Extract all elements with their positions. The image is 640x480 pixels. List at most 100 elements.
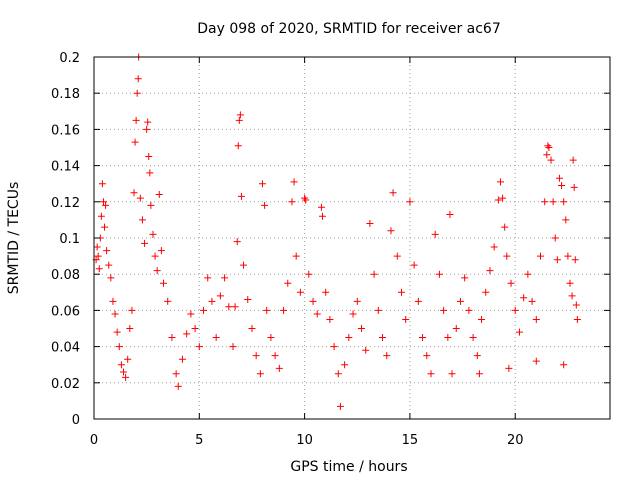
data-point [174,382,182,390]
data-point [362,346,370,354]
data-point [515,328,523,336]
data-point [410,261,418,269]
data-point [191,325,199,332]
data-point [200,306,208,314]
data-point [573,315,581,323]
data-point [267,334,275,342]
x-tick-label: 20 [507,433,524,448]
data-point [280,306,288,314]
data-point [494,196,502,204]
data-point [103,247,111,255]
data-point [486,267,494,275]
data-point [151,252,159,260]
data-point [536,252,544,260]
data-point [555,174,563,182]
data-point [402,315,410,323]
data-point [305,270,313,278]
data-point [551,234,559,242]
data-point [414,297,422,305]
data-point [157,247,165,255]
data-point [134,75,142,83]
data-point [102,201,110,209]
data-point [160,279,168,287]
data-point [144,118,152,126]
x-tick-label: 10 [296,433,313,448]
data-point [393,252,401,260]
data-point [366,220,374,228]
data-point [562,216,570,224]
data-point [168,334,176,342]
data-point [431,230,439,238]
data-point [353,297,361,305]
data-point [507,279,515,287]
data-point [237,192,245,200]
y-tick-label: 0.1 [59,232,80,247]
data-point [195,343,203,351]
data-point [341,361,349,369]
data-point [496,178,504,186]
data-point [236,111,244,119]
data-point [119,368,127,376]
data-point [549,198,557,206]
data-point [568,292,576,300]
data-point [473,352,481,360]
data-point [115,343,123,351]
data-point [153,267,161,275]
data-point [284,279,292,287]
data-point [569,156,577,164]
data-point [244,296,252,304]
data-point [107,274,115,282]
data-point [98,180,106,188]
data-point [235,116,243,124]
data-point [406,198,414,206]
data-point [475,370,483,378]
data-point [187,310,195,318]
y-tick-label: 0 [72,413,80,428]
data-point [490,243,498,251]
data-point [97,212,105,220]
plot-frame [93,56,611,420]
data-point [130,189,138,197]
y-tick-label: 0.2 [59,51,80,66]
data-point [216,292,224,300]
data-point [452,325,460,332]
data-point [389,189,397,197]
data-point [99,198,107,206]
data-point [545,144,553,151]
data-point [571,256,579,264]
data-point [302,196,310,204]
x-tick-label: 5 [195,433,203,448]
data-point [147,201,155,209]
data-point [482,288,490,296]
data-point [446,210,454,218]
data-point [469,334,477,342]
data-point [444,334,452,342]
data-point [221,274,229,282]
data-point [234,142,242,150]
data-point [301,194,309,202]
data-point [109,297,117,305]
data-point [122,373,130,381]
data-point [322,288,330,296]
data-point [317,203,325,211]
data-point [543,151,551,159]
data-point [349,310,357,318]
data-point [233,238,241,246]
data-point [334,370,342,378]
data-points [92,53,581,410]
data-point [172,370,180,378]
data-point [558,182,566,190]
data-point [423,352,431,360]
y-tick-label: 0.16 [51,123,80,138]
data-point [252,352,260,360]
data-point [212,334,220,342]
y-tick-label: 0.06 [51,304,80,319]
data-point [560,198,568,206]
y-tick-label: 0.18 [51,87,80,102]
data-point [155,191,163,199]
data-point [126,325,134,332]
data-point [136,194,144,202]
data-point [290,178,298,186]
data-point [296,288,304,296]
